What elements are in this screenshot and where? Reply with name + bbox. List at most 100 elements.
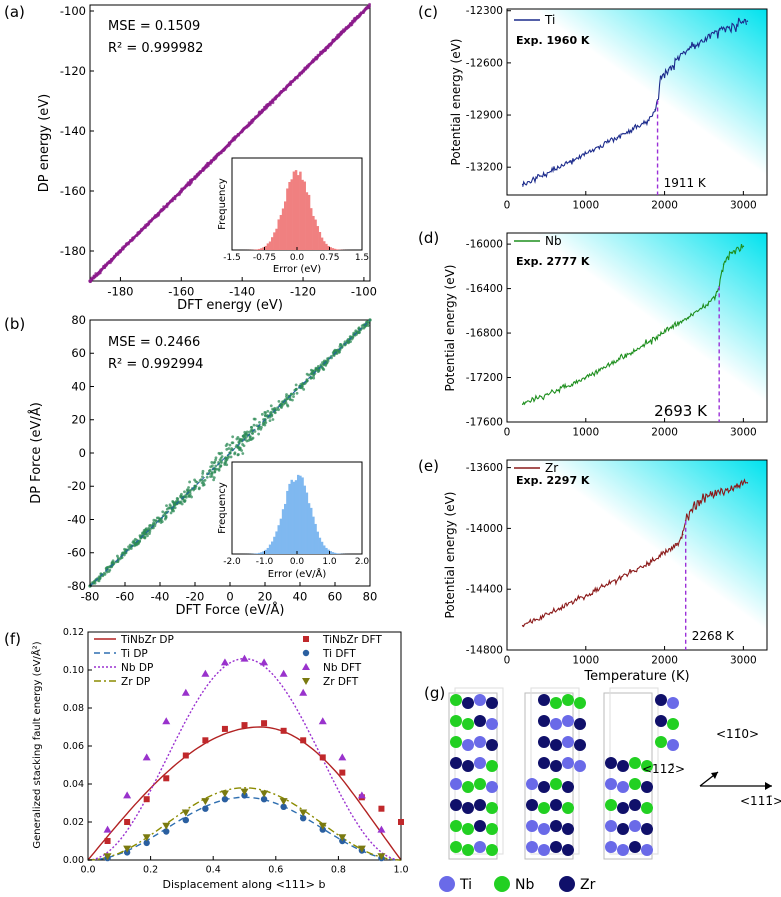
chart-a-inset-xlabel: Error (eV): [273, 264, 321, 275]
chart-a-ytick-label-0: -180: [60, 244, 86, 258]
chart-f-marker-7-9: [279, 798, 288, 806]
chart-b-inset-bar-15: [264, 549, 267, 554]
chart-f-legend: TiNbZr DP Ti DP Nb DP Zr DP TiNbZr DFT Ti DFT…: [94, 634, 382, 688]
chart-b-point: [339, 342, 342, 346]
chart-b-point: [270, 414, 274, 418]
chart-b-point: [319, 363, 323, 367]
chart-f-marker-7-11: [318, 822, 327, 830]
atom-zr: [486, 739, 498, 751]
chart-b-point: [356, 331, 360, 335]
chart-a-inset-ylabel: Frequency: [217, 178, 228, 230]
chart-f-ytick-label-3: 0.06: [63, 741, 84, 752]
chart-a-inset-bar-41: [320, 237, 324, 250]
chart-d-point-8: [730, 252, 733, 254]
chart-b-point: [365, 320, 369, 324]
chart-a-annotation-r2: R² = 0.999982: [108, 41, 203, 56]
chart-f-line-1: [87, 796, 402, 861]
chart-f-marker-5-2: [143, 839, 150, 847]
direction-label-111: <111̄>: [740, 794, 781, 808]
chart-d-ytick-label-1: -17200: [466, 372, 503, 384]
chart-b-point: [237, 440, 241, 444]
chart-a-ytick-label-3: -120: [60, 64, 86, 78]
chart-f-xtick-label-3: 0.6: [268, 865, 283, 876]
chart-b-inset-xtick-label-4: 2.0: [355, 557, 370, 567]
legend-atom-ti: [439, 876, 455, 892]
chart-b-inset-bar-17: [268, 544, 272, 554]
chart-b-point: [241, 443, 245, 446]
chart-b-point: [219, 461, 223, 465]
panel-label-b: (b): [4, 315, 25, 333]
chart-b-inset-xtick-label-3: 1.0: [322, 557, 337, 567]
chart-b-point: [180, 492, 183, 496]
chart-f-marker-4-8: [261, 720, 268, 727]
atom-ti: [538, 844, 550, 856]
chart-b-ytick-label-3: -20: [67, 479, 86, 493]
chart-b-inset-bar-47: [333, 552, 337, 554]
atom-zr: [538, 715, 550, 727]
chart-b-inset-bar-39: [316, 531, 319, 554]
chart-a-xtick-label-2: -140: [229, 285, 255, 299]
chart-f-legend-label-5: Ti DFT: [322, 648, 356, 660]
chart-a-inset-xtick-label-2: 0.0: [290, 253, 305, 263]
chart-b-point: [271, 418, 275, 421]
chart-b-ytick-label-2: -40: [67, 512, 86, 526]
chart-e-point-6: [689, 509, 692, 511]
chart-b-point: [366, 324, 370, 328]
chart-f-marker-7-3: [162, 822, 171, 830]
chart-f-marker-6-6: [220, 658, 229, 666]
atom-zr: [655, 694, 667, 706]
chart-a-ylabel: DP energy (eV): [37, 94, 52, 192]
chart-f-marker-4-11: [319, 754, 326, 761]
chart-d-point-0: [521, 403, 524, 406]
chart-b-annotation-mse: MSE = 0.2466: [108, 335, 200, 350]
legend-label-zr: Zr: [580, 877, 596, 893]
chart-a-xtick-label-3: -120: [290, 285, 316, 299]
chart-b-point: [98, 576, 102, 580]
chart-d-xtick-label-2: 2000: [651, 427, 678, 439]
atom-zr: [574, 739, 586, 751]
chart-b-point: [294, 383, 298, 387]
atom-zr: [562, 823, 574, 835]
chart-b-inset-bar-32: [301, 477, 304, 554]
chart-c-point-9: [718, 29, 721, 31]
chart-a-inset-bar-43: [325, 243, 328, 250]
chart-b-point: [187, 494, 191, 498]
chart-b-point: [129, 547, 133, 550]
chart-b-inset-bar-43: [325, 547, 328, 554]
chart-f-marker-4-12: [339, 769, 346, 776]
legend-label-ti: Ti: [459, 877, 472, 893]
chart-d-ylabel: Potential energy (eV): [443, 265, 457, 392]
chart-b-ytick-label-5: 20: [71, 413, 86, 427]
chart-a-xtick-label-1: -160: [168, 285, 194, 299]
chart-b-point: [189, 488, 193, 492]
chart-b-point: [224, 460, 228, 464]
chart-b-point: [194, 480, 198, 483]
chart-f-marker-5-10: [299, 815, 307, 822]
chart-b-point: [201, 469, 205, 473]
chart-a-inset-xtick-label-1: -0.75: [253, 253, 276, 263]
chart-a-inset-bar-48: [336, 249, 339, 250]
chart-f-marker-4-10: [300, 737, 307, 744]
chart-b-inset-bar-34: [305, 492, 309, 554]
chart-c-ytick-label-0: -13200: [466, 162, 503, 174]
chart-b-point: [312, 376, 316, 380]
chart-f-legend-label-0: TiNbZr DP: [120, 634, 174, 646]
atom-zr: [550, 820, 562, 832]
atom-nb: [550, 778, 562, 790]
chart-a-inset-bar-37: [312, 215, 315, 250]
chart-e-ytick-label-1: -14400: [466, 584, 503, 596]
chart-b-point: [277, 400, 281, 403]
chart-b-inset-histogram: -2.0 -1.0 0.0 1.0 2.0: [223, 474, 370, 567]
chart-b-ytick-label-7: 60: [71, 346, 86, 360]
chart-a-inset-bar-25: [286, 188, 289, 250]
chart-f-marker-4-3: [163, 775, 170, 782]
chart-b-point: [142, 529, 146, 532]
chart-b-inset-bar-12: [258, 552, 261, 554]
chart-f-marker-6-10: [299, 688, 308, 696]
axis-arrow-up-head: [711, 772, 718, 779]
chart-b-point: [269, 404, 273, 408]
chart-c-point-8: [687, 48, 690, 50]
atom-nb: [462, 781, 474, 793]
chart-c-xtick-label-1: 1000: [572, 200, 599, 212]
chart-c-point-1: [569, 161, 571, 163]
